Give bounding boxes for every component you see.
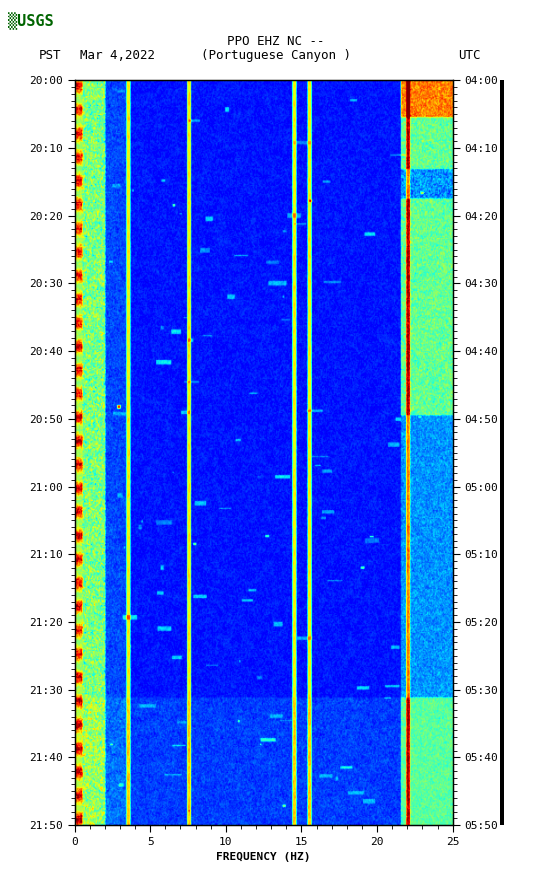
Text: ▒USGS: ▒USGS (8, 12, 54, 30)
Text: (Portuguese Canyon ): (Portuguese Canyon ) (201, 49, 351, 62)
Text: PST: PST (39, 49, 61, 62)
X-axis label: FREQUENCY (HZ): FREQUENCY (HZ) (216, 853, 311, 863)
Text: Mar 4,2022: Mar 4,2022 (80, 49, 155, 62)
Text: UTC: UTC (458, 49, 480, 62)
Text: PPO EHZ NC --: PPO EHZ NC -- (227, 36, 325, 48)
